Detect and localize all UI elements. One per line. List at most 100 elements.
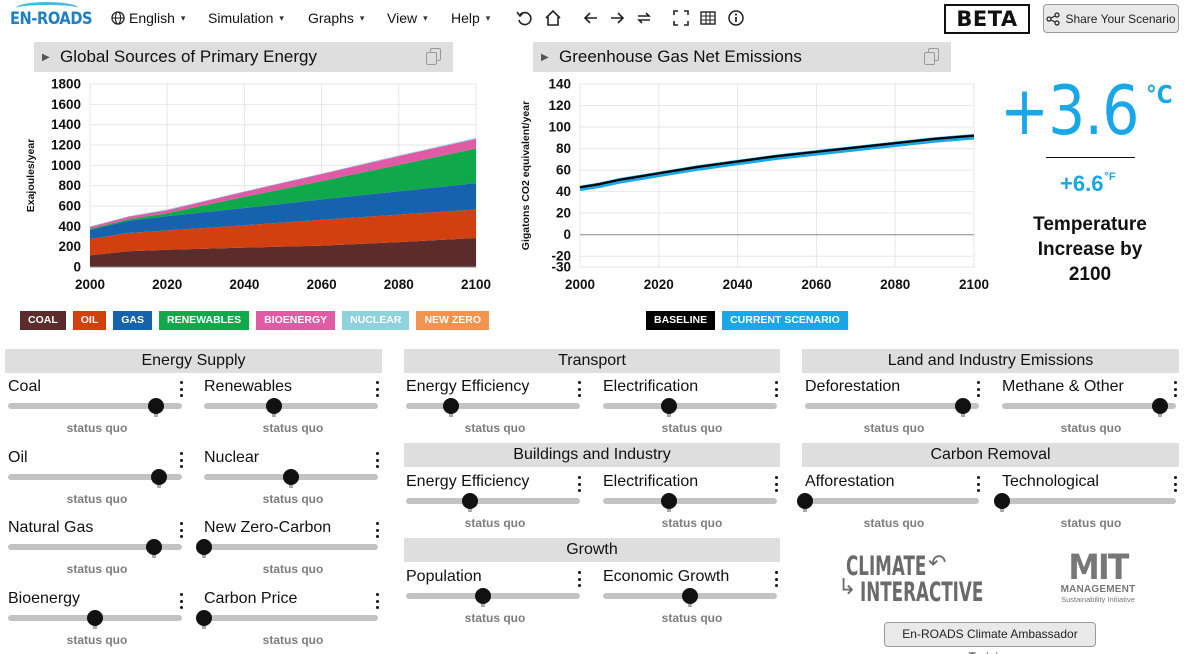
slider-thumb[interactable] [1152, 398, 1169, 414]
control-label[interactable]: Renewables [204, 378, 293, 395]
slider-thumb[interactable] [661, 398, 678, 414]
slider-track[interactable] [406, 403, 580, 409]
control-label[interactable]: Afforestation [805, 473, 895, 490]
help-menu[interactable]: Help ▾ [451, 10, 490, 26]
slider-track[interactable] [603, 498, 777, 504]
ambassador-training-button[interactable]: En-ROADS Climate Ambassador Training [884, 622, 1096, 654]
copy-icon[interactable] [924, 48, 940, 66]
more-options-icon[interactable] [178, 381, 184, 397]
slider-thumb[interactable] [196, 539, 212, 555]
control-label[interactable]: Bioenergy [8, 590, 81, 607]
copy-icon[interactable] [426, 48, 442, 66]
fullscreen-icon[interactable] [672, 9, 690, 27]
slider-track[interactable] [805, 403, 979, 409]
more-options-icon[interactable] [773, 381, 779, 397]
expand-triangle-icon[interactable]: ▶ [541, 51, 549, 63]
slider-track[interactable] [603, 403, 777, 409]
emissions-graph-header[interactable]: ▶ Greenhouse Gas Net Emissions [533, 42, 951, 72]
legend-chip-coal[interactable]: COAL [20, 311, 66, 330]
slider-track[interactable] [805, 498, 979, 504]
legend-chip-current-scenario[interactable]: CURRENT SCENARIO [722, 311, 848, 330]
legend-chip-bioenergy[interactable]: BIOENERGY [256, 311, 336, 330]
more-options-icon[interactable] [576, 381, 582, 397]
legend-chip-gas[interactable]: GAS [113, 311, 153, 330]
more-options-icon[interactable] [1172, 381, 1178, 397]
graphs-menu[interactable]: Graphs ▾ [308, 10, 364, 26]
back-icon[interactable] [582, 9, 600, 27]
more-options-icon[interactable] [374, 522, 380, 538]
more-options-icon[interactable] [178, 522, 184, 538]
control-label[interactable]: Oil [8, 449, 28, 466]
legend-chip-oil[interactable]: OIL [72, 311, 107, 330]
legend-chip-new-zero[interactable]: NEW ZERO [416, 311, 490, 330]
grid-icon[interactable] [699, 9, 717, 27]
language-menu[interactable]: English ▾ [111, 10, 185, 26]
control-label[interactable]: Electrification [603, 378, 699, 395]
slider-thumb[interactable] [146, 539, 163, 555]
legend-chip-baseline[interactable]: BASELINE [646, 311, 716, 330]
more-options-icon[interactable] [1172, 476, 1178, 492]
climate-interactive-logo[interactable]: CLIMATE ↶ ↳ INTERACTIVE [838, 551, 983, 608]
view-menu[interactable]: View ▾ [387, 10, 428, 26]
control-label[interactable]: Coal [8, 378, 41, 395]
control-label[interactable]: Energy Efficiency [406, 473, 530, 490]
slider-thumb[interactable] [682, 588, 698, 604]
legend-chip-renewables[interactable]: RENEWABLES [159, 311, 250, 330]
swap-icon[interactable] [635, 9, 653, 27]
slider-track[interactable] [1002, 403, 1176, 409]
home-icon[interactable] [544, 9, 562, 27]
slider-track[interactable] [406, 593, 580, 599]
more-options-icon[interactable] [576, 571, 582, 587]
mit-management-logo[interactable]: MIT MANAGEMENT Sustainability Initiative [1048, 551, 1148, 606]
undo-icon[interactable] [515, 9, 533, 27]
more-options-icon[interactable] [374, 593, 380, 609]
control-label[interactable]: Deforestation [805, 378, 901, 395]
slider-thumb[interactable] [87, 610, 103, 626]
slider-thumb[interactable] [151, 469, 168, 485]
control-label[interactable]: Nuclear [204, 449, 260, 466]
slider-track[interactable] [8, 403, 182, 409]
info-icon[interactable] [727, 9, 745, 27]
control-label[interactable]: Population [406, 568, 482, 585]
more-options-icon[interactable] [178, 452, 184, 468]
slider-thumb[interactable] [474, 588, 491, 604]
more-options-icon[interactable] [178, 593, 184, 609]
control-label[interactable]: Technological [1002, 473, 1099, 490]
slider-thumb[interactable] [443, 398, 460, 414]
energy-graph-header[interactable]: ▶ Global Sources of Primary Energy [34, 42, 453, 72]
slider-track[interactable] [204, 544, 378, 550]
slider-thumb[interactable] [797, 493, 813, 509]
en-roads-logo[interactable]: EN-ROADS [10, 2, 93, 34]
slider-thumb[interactable] [147, 398, 164, 414]
slider-track[interactable] [8, 544, 182, 550]
more-options-icon[interactable] [374, 381, 380, 397]
forward-icon[interactable] [608, 9, 626, 27]
slider-track[interactable] [8, 474, 182, 480]
simulation-menu[interactable]: Simulation ▾ [208, 10, 284, 26]
share-scenario-button[interactable]: Share Your Scenario [1043, 4, 1179, 33]
control-label[interactable]: Methane & Other [1002, 378, 1124, 395]
more-options-icon[interactable] [773, 476, 779, 492]
expand-triangle-icon[interactable]: ▶ [42, 51, 50, 63]
slider-track[interactable] [204, 615, 378, 621]
slider-thumb[interactable] [265, 398, 282, 414]
control-label[interactable]: Electrification [603, 473, 699, 490]
control-label[interactable]: Economic Growth [603, 568, 730, 585]
slider-thumb[interactable] [661, 493, 678, 509]
more-options-icon[interactable] [773, 571, 779, 587]
slider-thumb[interactable] [283, 469, 299, 485]
more-options-icon[interactable] [374, 452, 380, 468]
legend-chip-nuclear[interactable]: NUCLEAR [342, 311, 410, 330]
control-label[interactable]: New Zero-Carbon [204, 519, 332, 536]
slider-thumb[interactable] [196, 610, 212, 626]
more-options-icon[interactable] [975, 476, 981, 492]
slider-track[interactable] [406, 498, 580, 504]
more-options-icon[interactable] [576, 476, 582, 492]
slider-track[interactable] [1002, 498, 1176, 504]
control-label[interactable]: Energy Efficiency [406, 378, 530, 395]
slider-thumb[interactable] [994, 493, 1010, 509]
slider-thumb[interactable] [462, 493, 479, 509]
control-label[interactable]: Carbon Price [204, 590, 298, 607]
slider-thumb[interactable] [955, 398, 972, 414]
control-label[interactable]: Natural Gas [8, 519, 94, 536]
